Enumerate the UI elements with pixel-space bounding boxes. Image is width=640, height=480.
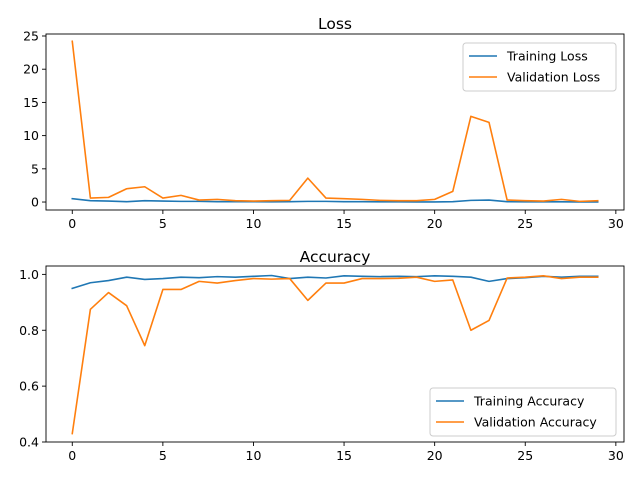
- accuracy-legend-label: Training Accuracy: [473, 394, 585, 409]
- loss-series-validation-line: [71, 40, 599, 203]
- loss-y-tick-label: 15: [23, 95, 39, 110]
- accuracy-axes-frame: [45, 265, 625, 443]
- loss-y-tick-label: 20: [23, 62, 39, 77]
- loss-x-tick-label: 10: [246, 216, 262, 231]
- accuracy-x-tick-label: 0: [68, 448, 76, 463]
- loss-y-tick-label: 5: [31, 161, 39, 176]
- loss-y-tick-label: 10: [23, 128, 39, 143]
- accuracy-y-tick-label: 0.4: [19, 435, 39, 450]
- loss-x-tick-label: 20: [427, 216, 443, 231]
- accuracy-y-tick-label: 1.0: [19, 267, 39, 282]
- loss-panel: Loss 0 5 10 15 20 25 30 0 5 10 15 20 25 Training Loss V…: [23, 15, 625, 231]
- accuracy-x-tick-label: 5: [159, 448, 167, 463]
- loss-series-training-line: [71, 197, 599, 203]
- loss-legend-label: Training Loss: [506, 49, 588, 64]
- accuracy-legend-box: [429, 387, 617, 437]
- accuracy-x-tick-label: 30: [608, 448, 624, 463]
- loss-y-tick-label: 25: [23, 28, 39, 43]
- accuracy-x-tick-label: 20: [427, 448, 443, 463]
- loss-legend: Training Loss Validation Loss: [462, 42, 617, 92]
- loss-legend-box: [462, 42, 617, 92]
- accuracy-legend-label: Validation Accuracy: [474, 415, 597, 430]
- accuracy-legend: Training Accuracy Validation Accuracy: [429, 387, 617, 437]
- accuracy-title: Accuracy: [300, 248, 371, 266]
- loss-x-tick-label: 15: [336, 216, 352, 231]
- loss-title: Loss: [318, 15, 352, 33]
- loss-x-tick-label: 0: [68, 216, 76, 231]
- accuracy-panel: Accuracy 0 5 10 15 20 25 30 0.4 0.6 0.8 1.0 Training…: [19, 248, 625, 463]
- loss-axes-frame: [45, 33, 625, 211]
- accuracy-x-tick-label: 25: [517, 448, 533, 463]
- loss-x-tick-label: 25: [517, 216, 533, 231]
- accuracy-x-tick-label: 10: [246, 448, 262, 463]
- loss-x-tick-label: 5: [159, 216, 167, 231]
- accuracy-y-tick-label: 0.6: [19, 379, 39, 394]
- accuracy-x-tick-label: 15: [336, 448, 352, 463]
- loss-x-tick-label: 30: [608, 216, 624, 231]
- loss-legend-label: Validation Loss: [507, 70, 600, 85]
- accuracy-y-tick-label: 0.8: [19, 323, 39, 338]
- loss-y-tick-label: 0: [31, 195, 39, 210]
- accuracy-series-validation-line: [71, 274, 599, 435]
